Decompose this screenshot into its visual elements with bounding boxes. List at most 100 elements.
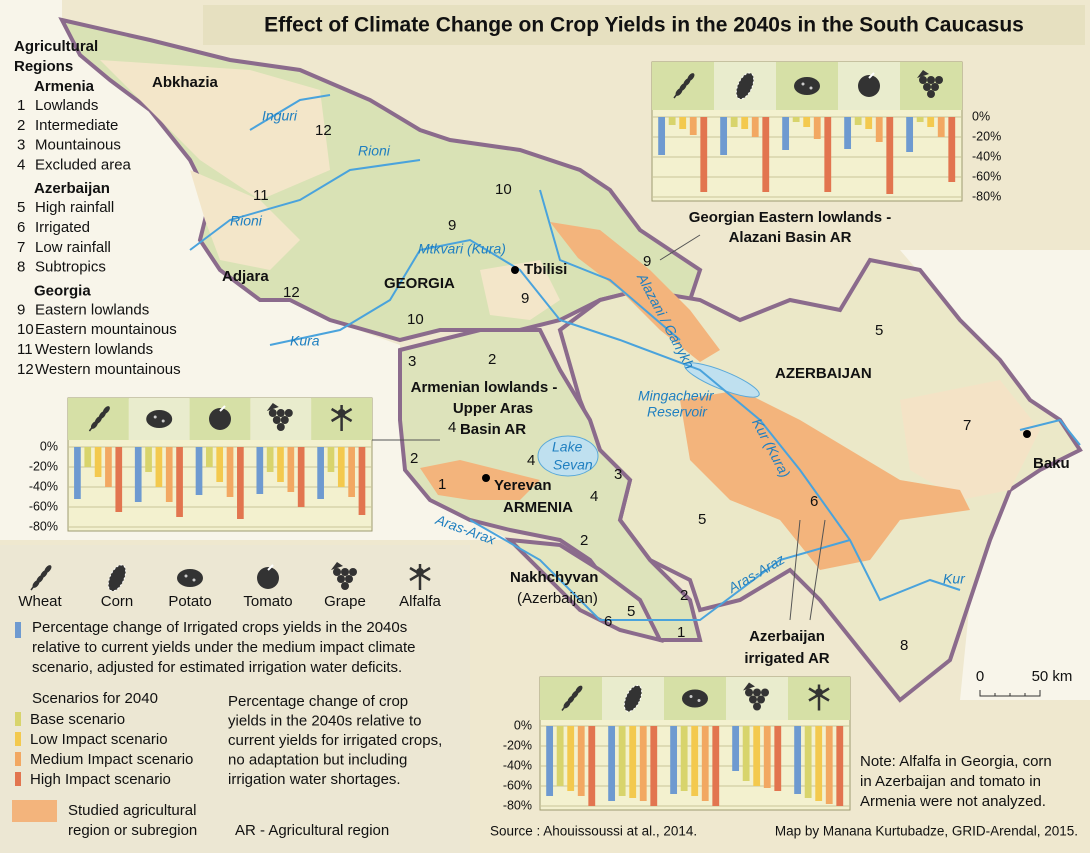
irrigated-note: relative to current yields under the med… xyxy=(32,639,416,656)
caspian-sea xyxy=(900,250,1090,700)
icon-grape xyxy=(284,409,293,417)
icon-grape xyxy=(341,582,349,590)
crop-label: Potato xyxy=(168,593,211,610)
nakhchyvan xyxy=(504,537,664,643)
y-tick-label: -20% xyxy=(503,738,532,752)
region-number: 4 xyxy=(17,156,25,173)
bar xyxy=(668,117,676,125)
y-tick-label: -80% xyxy=(972,189,1001,203)
scale-label: 50 km xyxy=(1032,668,1073,685)
map-label: 12 xyxy=(315,122,332,139)
bar xyxy=(145,447,152,472)
map-label: Kura xyxy=(290,333,320,349)
map-label: 9 xyxy=(448,217,456,234)
bar xyxy=(317,447,324,499)
region-label: Irrigated xyxy=(35,219,90,236)
region-number: 7 xyxy=(17,239,25,256)
scale-bar xyxy=(979,690,1041,697)
crop-icon xyxy=(623,684,643,713)
region-label: Low rainfall xyxy=(35,239,111,256)
y-tick-label: -40% xyxy=(972,149,1001,163)
bar xyxy=(762,117,770,192)
y-tick-label: -20% xyxy=(972,129,1001,143)
bar xyxy=(680,726,688,791)
bar xyxy=(927,117,935,127)
region-label: Eastern lowlands xyxy=(35,301,149,318)
scenario-swatch xyxy=(15,772,21,786)
icon-grain xyxy=(44,565,52,573)
city-dot xyxy=(1023,430,1031,438)
scale-label: 0 xyxy=(976,668,984,685)
icon-grape xyxy=(337,575,345,583)
bar xyxy=(753,726,761,786)
georgia-region-12 xyxy=(100,60,330,200)
icon-grain xyxy=(687,73,695,81)
bar xyxy=(865,117,873,129)
bar xyxy=(836,726,844,806)
crop-icon xyxy=(735,72,755,100)
icon-grape xyxy=(341,568,349,576)
chart-title: Armenian lowlands - xyxy=(411,379,558,396)
studied-label: region or subregion xyxy=(68,822,197,839)
icon-potato xyxy=(794,77,820,95)
bar-chart: 0% -20% -40% -60% -80% xyxy=(651,61,1001,203)
crop-label: Alfalfa xyxy=(399,593,441,610)
bar xyxy=(577,726,585,796)
bar xyxy=(287,447,295,492)
bar xyxy=(277,447,284,482)
map-label: 2 xyxy=(580,532,588,549)
bar xyxy=(658,117,666,155)
region-number: 10 xyxy=(17,321,34,338)
bar xyxy=(588,726,596,806)
map-label: Mtkvari (Kura) xyxy=(418,241,506,257)
map-label: 4 xyxy=(590,488,598,505)
bar xyxy=(730,117,738,127)
armenia-ar xyxy=(420,460,540,500)
bar xyxy=(825,726,833,804)
bar xyxy=(327,447,335,472)
icon-leaf xyxy=(917,70,929,78)
scenario-title: Scenarios for 2040 xyxy=(32,690,158,707)
rivers xyxy=(189,94,1081,621)
bar xyxy=(774,726,782,791)
crop-icon xyxy=(682,689,708,708)
map-label: Tbilisi xyxy=(524,261,567,278)
map-label: 10 xyxy=(407,311,424,328)
map-label: 2 xyxy=(680,587,688,604)
bar xyxy=(206,447,213,467)
y-tick-label: -40% xyxy=(29,479,58,493)
map-label: AZERBAIJAN xyxy=(775,365,872,382)
bar xyxy=(948,117,956,182)
bar xyxy=(824,117,832,192)
georgia-region-9 xyxy=(480,260,560,320)
legend-group: Georgia xyxy=(34,282,91,299)
map-label: Rioni xyxy=(358,143,391,159)
bar-chart: 0% -20% -40% -60% -80% xyxy=(29,397,373,533)
crop-icon xyxy=(209,405,231,430)
scenario-note: yields in the 2040s relative to xyxy=(228,712,421,729)
map-label: Inguri xyxy=(262,108,298,124)
icon-tomato xyxy=(257,567,279,589)
map-label: 5 xyxy=(698,511,706,528)
scenario-note: no adaptation but including xyxy=(228,751,407,768)
crop-icon xyxy=(743,682,769,711)
crop-icon xyxy=(808,684,830,711)
alazani-ar xyxy=(550,222,720,362)
map-label: 9 xyxy=(521,290,529,307)
icon-grape xyxy=(753,702,761,711)
bar xyxy=(689,117,697,135)
map-label: 4 xyxy=(448,419,456,436)
bar xyxy=(567,726,575,791)
y-tick-label: -20% xyxy=(29,459,58,473)
map-label: 7 xyxy=(963,417,971,434)
y-tick-label: -60% xyxy=(503,778,532,792)
bar xyxy=(916,117,924,122)
bar xyxy=(700,117,708,192)
region-label: Mountainous xyxy=(35,137,121,154)
map-label: 6 xyxy=(604,613,612,630)
crop-icon xyxy=(146,410,173,428)
map-label: Lake xyxy=(552,439,583,455)
icon-corn xyxy=(623,684,643,713)
icon-grape xyxy=(919,76,927,84)
